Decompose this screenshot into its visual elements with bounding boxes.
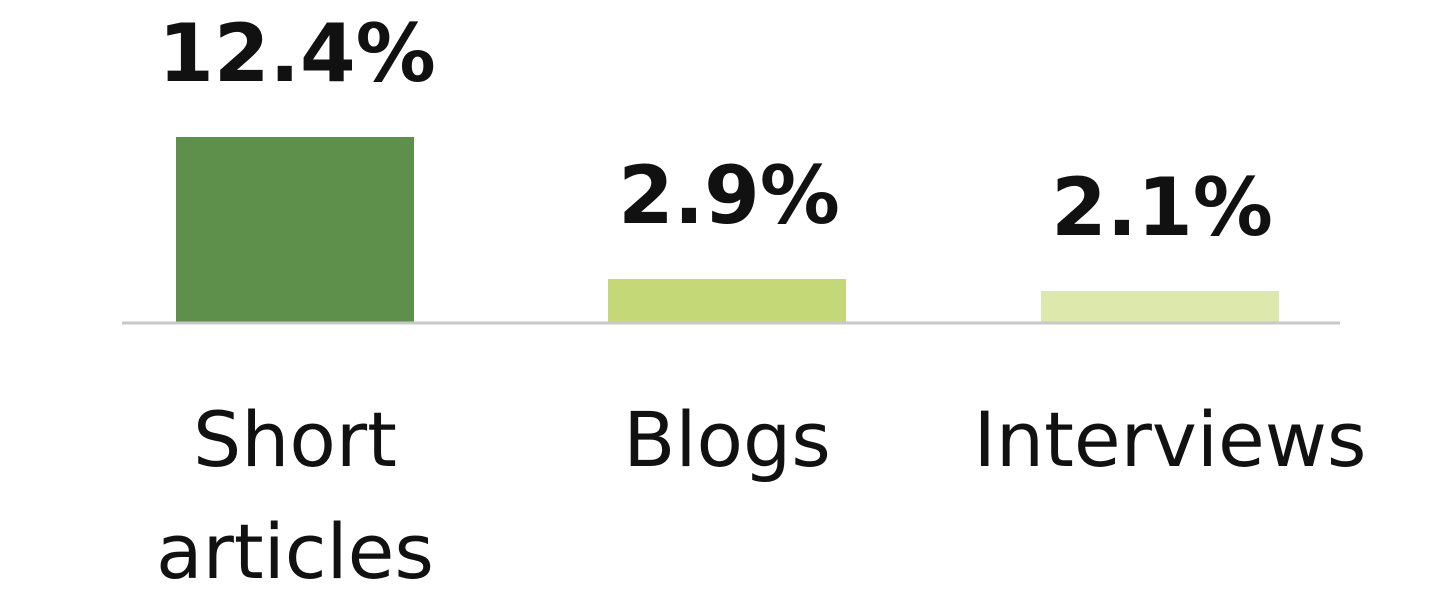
- bar-1: [176, 137, 414, 322]
- category-label-3: Interviews: [974, 395, 1367, 484]
- category-labels-group: Short articles Blogs Interviews: [156, 395, 1367, 596]
- bar-3: [1041, 291, 1279, 322]
- value-label-1: 12.4%: [158, 7, 436, 100]
- bar-2: [608, 279, 846, 322]
- category-label-1-line-2: articles: [156, 507, 434, 596]
- value-labels-group: 12.4% 2.9% 2.1%: [158, 7, 1273, 254]
- category-label-1-line-1: Short: [193, 395, 397, 484]
- bars-group: [176, 137, 1279, 322]
- value-label-2: 2.9%: [618, 149, 840, 242]
- category-label-2: Blogs: [623, 395, 831, 484]
- value-label-3: 2.1%: [1051, 161, 1273, 254]
